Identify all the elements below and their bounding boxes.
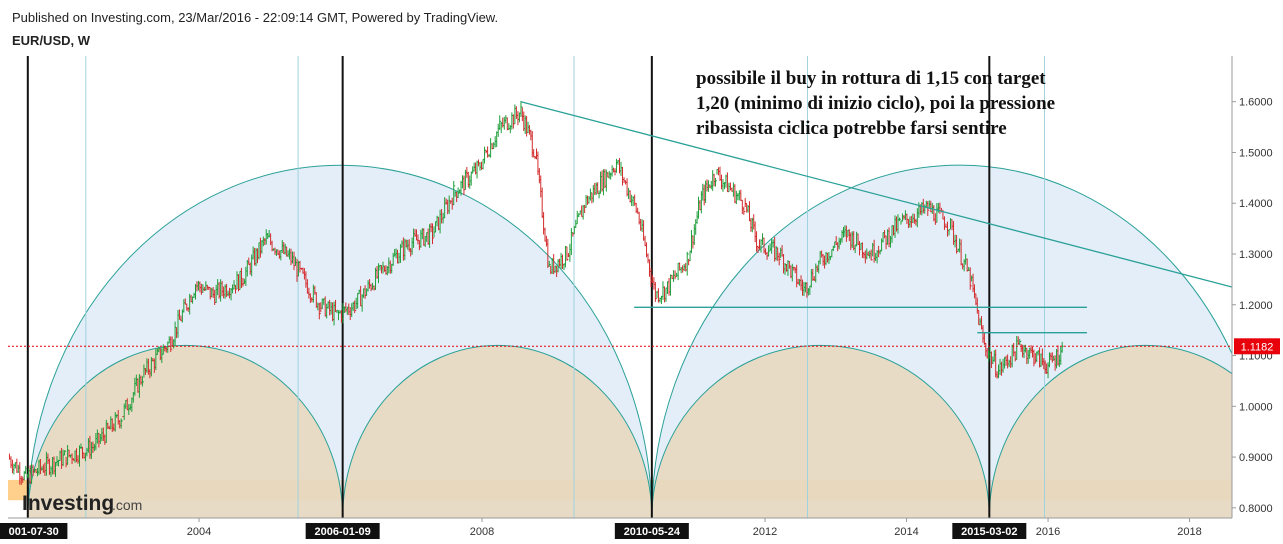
symbol-title: EUR/USD, W xyxy=(12,33,90,48)
x-tick-label: 2018 xyxy=(1177,526,1201,538)
price-badge-value: 1.1182 xyxy=(1241,341,1274,353)
small-cycle-arcs xyxy=(27,344,1232,518)
cycle-date-box xyxy=(614,523,689,539)
cycle-date-label: 2006-01-09 xyxy=(315,526,371,538)
trendline xyxy=(520,101,1232,288)
price-badge-box xyxy=(1234,338,1280,355)
price-bars xyxy=(8,101,1064,485)
annotation-line-3: ribassista ciclica potrebbe farsi sentir… xyxy=(696,118,1007,139)
major-cycle-lines xyxy=(26,56,991,518)
small-arc xyxy=(342,344,653,518)
x-tick-label: 2008 xyxy=(470,526,494,538)
price-badge: 1.1182 xyxy=(1234,338,1280,355)
y-tick-label: 0.8000 xyxy=(1239,503,1273,515)
annotation-line-2: 1,20 (minimo di inizio ciclo), poi la pr… xyxy=(696,93,1055,114)
x-tick-label: 2014 xyxy=(894,526,918,538)
logo-brand: Investing xyxy=(22,492,114,515)
y-tick-label: 1.6000 xyxy=(1239,97,1273,109)
horizontal-levels xyxy=(634,306,1087,334)
cycle-date-labels: 001-07-30 2006-01-09 2010-05-24 2015-03-02 xyxy=(0,523,1027,539)
y-tick-label: 1.5000 xyxy=(1239,147,1273,159)
x-tick-label: 2004 xyxy=(187,526,211,538)
y-tick-label: 1.4000 xyxy=(1239,198,1273,210)
trendline-group xyxy=(520,101,1232,288)
y-tick-label: 1.0000 xyxy=(1239,401,1273,413)
minor-cycle-lines xyxy=(85,56,1046,518)
cycle-date-label: 001-07-30 xyxy=(9,526,59,538)
small-arc xyxy=(651,344,990,518)
y-axis: 1.60001.50001.40001.30001.20001.10001.00… xyxy=(1232,97,1273,515)
x-tick-label: 2012 xyxy=(753,526,777,538)
y-tick-label: 1.2000 xyxy=(1239,300,1273,312)
annotation: possibile il buy in rottura di 1,15 con … xyxy=(696,68,1055,139)
cycle-date-box xyxy=(0,523,68,539)
cycle-date-label: 2015-03-02 xyxy=(961,526,1017,538)
x-tick-label: 2016 xyxy=(1036,526,1060,538)
y-tick-label: 0.9000 xyxy=(1239,452,1273,464)
published-caption: Published on Investing.com, 23/Mar/2016 … xyxy=(12,10,499,25)
investing-logo: Investing .com xyxy=(22,492,142,515)
y-tick-label: 1.3000 xyxy=(1239,249,1273,261)
cycle-date-box xyxy=(305,523,380,539)
small-arc xyxy=(27,345,344,518)
cycle-date-label: 2010-05-24 xyxy=(624,526,681,538)
annotation-line-1: possibile il buy in rottura di 1,15 con … xyxy=(696,68,1046,89)
logo-suffix: .com xyxy=(112,497,142,513)
small-arc xyxy=(988,345,1232,518)
cycle-date-box xyxy=(952,523,1027,539)
